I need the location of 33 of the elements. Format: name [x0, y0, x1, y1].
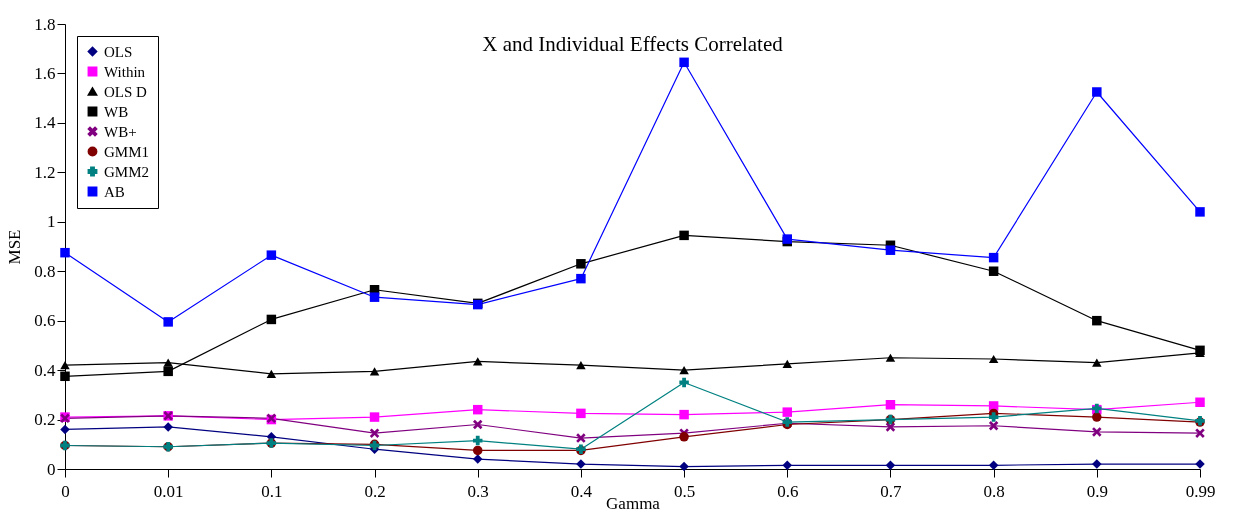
y-tick-label: 0.6 — [34, 311, 56, 331]
chart-title: X and Individual Effects Correlated — [482, 32, 784, 56]
x-tick-label: 0.7 — [880, 481, 903, 501]
x-tick-label: 0.1 — [261, 481, 283, 501]
x-tick-label: 0.01 — [153, 481, 184, 501]
y-tick-label: 0.8 — [34, 261, 56, 281]
x-tick-label: 0.6 — [777, 481, 799, 501]
x-tick-label: 0.99 — [1185, 481, 1216, 501]
y-tick-label: 1.8 — [34, 14, 56, 34]
legend-label: WB+ — [104, 123, 137, 140]
legend-label: OLS D — [104, 83, 148, 100]
y-tick-label: 1.6 — [34, 63, 56, 83]
legend-label: WB — [104, 103, 129, 120]
x-tick-label: 0.3 — [467, 481, 489, 501]
y-tick-label: 1 — [47, 212, 56, 232]
x-tick-label: 0 — [61, 481, 70, 501]
x-tick-label: 0.2 — [364, 481, 386, 501]
y-tick-label: 0.4 — [34, 360, 56, 380]
y-tick-label: 1.4 — [34, 113, 56, 133]
legend-label: Within — [104, 63, 146, 80]
y-tick-label: 0.2 — [34, 410, 56, 430]
x-axis-title: Gamma — [606, 493, 661, 513]
legend-label: OLS — [104, 43, 133, 60]
y-tick-label: 1.2 — [34, 162, 56, 182]
y-axis-title: MSE — [5, 229, 25, 265]
legend-label: AB — [104, 183, 125, 200]
y-tick-label: 0 — [47, 459, 56, 479]
x-tick-label: 0.8 — [983, 481, 1005, 501]
x-tick-label: 0.5 — [673, 481, 696, 501]
legend-label: GMM2 — [104, 163, 150, 180]
x-tick-label: 0.4 — [570, 481, 593, 501]
legend-label: GMM1 — [104, 143, 150, 160]
x-tick-label: 0.9 — [1086, 481, 1108, 501]
